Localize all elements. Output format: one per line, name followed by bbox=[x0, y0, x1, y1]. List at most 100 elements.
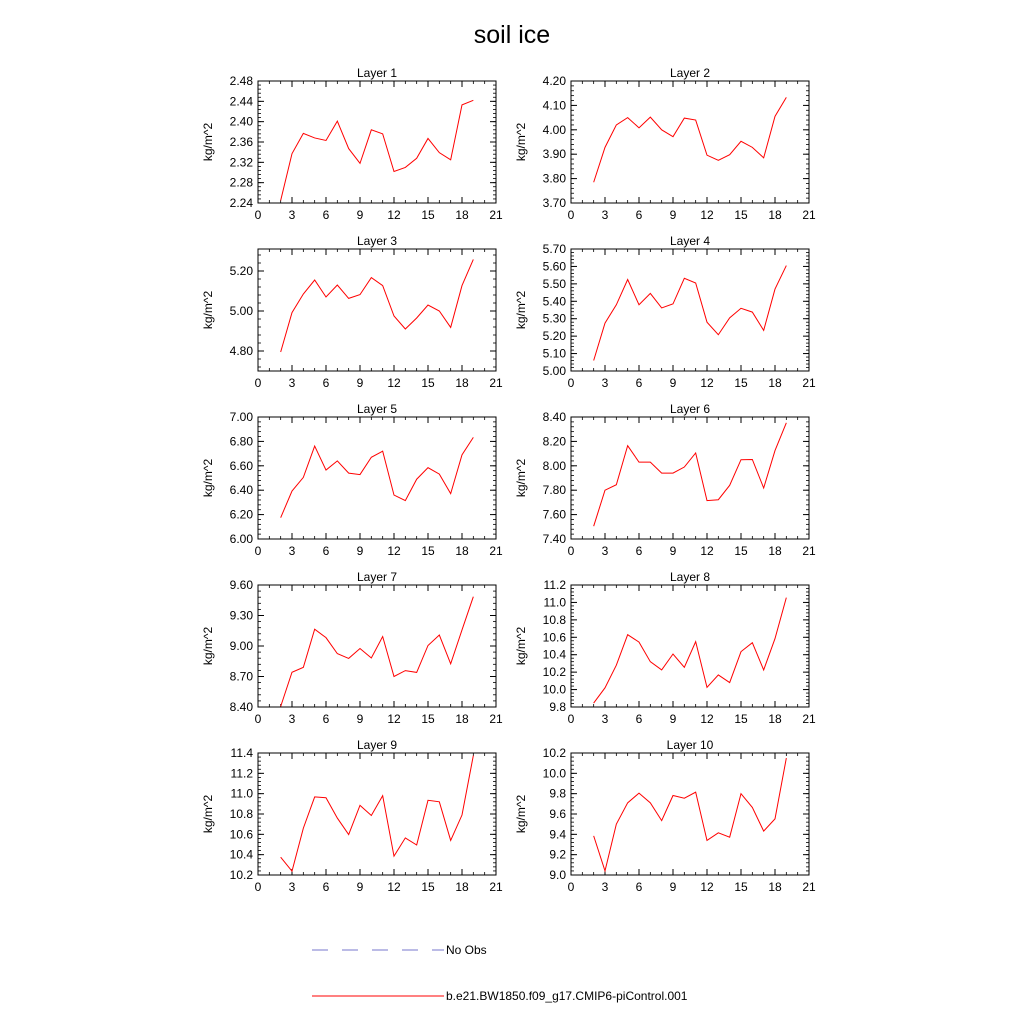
y-tick-label: 8.00 bbox=[543, 459, 567, 473]
x-tick-label: 21 bbox=[802, 208, 816, 222]
x-tick-label: 0 bbox=[255, 208, 262, 222]
y-tick-label: 2.36 bbox=[230, 135, 254, 149]
x-tick-label: 12 bbox=[700, 544, 714, 558]
x-tick-label: 15 bbox=[421, 544, 435, 558]
y-tick-label: 6.60 bbox=[230, 459, 254, 473]
series-line bbox=[593, 757, 787, 873]
y-tick-label: 4.80 bbox=[230, 344, 254, 358]
x-tick-label: 9 bbox=[357, 208, 364, 222]
panel-title: Layer 7 bbox=[357, 570, 397, 584]
x-tick-label: 12 bbox=[700, 712, 714, 726]
x-tick-label: 9 bbox=[670, 712, 677, 726]
y-tick-label: 2.40 bbox=[230, 115, 254, 129]
y-tick-label: 8.20 bbox=[543, 434, 567, 448]
x-tick-label: 3 bbox=[602, 712, 609, 726]
panel-title: Layer 10 bbox=[667, 738, 714, 752]
x-tick-label: 0 bbox=[255, 880, 262, 894]
y-tick-label: 2.48 bbox=[230, 74, 254, 88]
y-tick-label: 5.00 bbox=[230, 304, 254, 318]
x-tick-label: 3 bbox=[602, 544, 609, 558]
x-tick-label: 3 bbox=[602, 376, 609, 390]
y-axis-label: kg/m^2 bbox=[514, 291, 528, 330]
panel-title: Layer 8 bbox=[670, 570, 710, 584]
figure-title: soil ice bbox=[474, 21, 550, 49]
x-tick-label: 3 bbox=[289, 712, 296, 726]
y-tick-label: 8.40 bbox=[230, 700, 254, 714]
y-tick-label: 9.8 bbox=[549, 700, 566, 714]
y-tick-label: 4.10 bbox=[543, 98, 567, 112]
x-tick-label: 3 bbox=[602, 880, 609, 894]
chart-panel: Layer 3 kg/m^2 0 3 6 9 12 15 18 21 4.80 5.00 5.20 bbox=[201, 234, 503, 390]
series-line bbox=[280, 437, 474, 518]
x-tick-label: 9 bbox=[357, 376, 364, 390]
y-tick-label: 10.0 bbox=[543, 683, 567, 697]
x-tick-label: 0 bbox=[568, 712, 575, 726]
x-tick-label: 6 bbox=[323, 544, 330, 558]
y-tick-label: 9.00 bbox=[230, 639, 254, 653]
y-tick-label: 9.8 bbox=[549, 787, 566, 801]
y-tick-label: 7.40 bbox=[543, 532, 567, 546]
panel-grid: Layer 1 kg/m^2 0 3 6 9 12 15 18 21 2.24 2.28 2.32 2.3… bbox=[201, 66, 816, 894]
x-tick-label: 15 bbox=[421, 376, 435, 390]
plot-frame bbox=[570, 752, 810, 876]
x-tick-label: 0 bbox=[255, 544, 262, 558]
x-tick-label: 18 bbox=[455, 208, 469, 222]
x-tick-label: 6 bbox=[323, 712, 330, 726]
y-tick-label: 5.60 bbox=[543, 259, 567, 273]
y-tick-label: 4.20 bbox=[543, 74, 567, 88]
x-tick-label: 15 bbox=[734, 712, 748, 726]
x-tick-label: 0 bbox=[568, 544, 575, 558]
x-tick-label: 12 bbox=[700, 208, 714, 222]
x-tick-label: 3 bbox=[289, 880, 296, 894]
panel-title: Layer 6 bbox=[670, 402, 710, 416]
x-tick-label: 12 bbox=[387, 208, 401, 222]
plot-frame bbox=[570, 584, 810, 708]
y-tick-label: 5.20 bbox=[230, 264, 254, 278]
y-axis-label: kg/m^2 bbox=[201, 459, 215, 498]
y-tick-label: 6.00 bbox=[230, 532, 254, 546]
x-tick-label: 0 bbox=[255, 712, 262, 726]
x-tick-label: 21 bbox=[489, 376, 503, 390]
plot-frame bbox=[570, 80, 810, 204]
x-tick-label: 15 bbox=[421, 208, 435, 222]
y-tick-label: 11.0 bbox=[544, 595, 567, 609]
x-tick-label: 0 bbox=[568, 376, 575, 390]
x-tick-label: 0 bbox=[255, 376, 262, 390]
x-tick-label: 21 bbox=[802, 544, 816, 558]
legend-label-model: b.e21.BW1850.f09_g17.CMIP6-piControl.001 bbox=[446, 989, 688, 1003]
x-tick-label: 12 bbox=[700, 376, 714, 390]
x-tick-label: 6 bbox=[323, 880, 330, 894]
x-tick-label: 21 bbox=[489, 544, 503, 558]
x-tick-label: 15 bbox=[734, 208, 748, 222]
chart-panel: Layer 7 kg/m^2 0 3 6 9 12 15 18 21 8.40 8.70 9.00 9.3… bbox=[201, 570, 503, 726]
legend: No Obs b.e21.BW1850.f09_g17.CMIP6-piContr… bbox=[312, 943, 688, 1003]
x-tick-label: 9 bbox=[670, 208, 677, 222]
y-tick-label: 2.24 bbox=[230, 196, 254, 210]
x-tick-label: 9 bbox=[670, 880, 677, 894]
plot-frame bbox=[257, 584, 497, 708]
x-tick-label: 3 bbox=[602, 208, 609, 222]
series-line bbox=[280, 99, 474, 201]
chart-panel: Layer 9 kg/m^2 0 3 6 9 12 15 18 21 10.2 10.4 10.6 10.… bbox=[201, 738, 503, 894]
plot-frame bbox=[257, 752, 497, 876]
y-tick-label: 10.0 bbox=[543, 766, 567, 780]
y-tick-label: 7.80 bbox=[543, 483, 567, 497]
y-axis-label: kg/m^2 bbox=[514, 795, 528, 834]
panel-title: Layer 2 bbox=[670, 66, 710, 80]
y-tick-label: 5.00 bbox=[543, 364, 567, 378]
panel-title: Layer 4 bbox=[670, 234, 710, 248]
x-tick-label: 6 bbox=[636, 880, 643, 894]
chart-panel: Layer 2 kg/m^2 0 3 6 9 12 15 18 21 3.70 3.80 3.90 4.0… bbox=[514, 66, 816, 222]
y-tick-label: 11.0 bbox=[231, 787, 254, 801]
y-axis-label: kg/m^2 bbox=[514, 123, 528, 162]
y-tick-label: 10.8 bbox=[230, 807, 254, 821]
y-axis-label: kg/m^2 bbox=[201, 291, 215, 330]
y-tick-label: 10.2 bbox=[543, 665, 567, 679]
plot-frame bbox=[570, 416, 810, 540]
y-tick-label: 4.00 bbox=[543, 123, 567, 137]
x-tick-label: 9 bbox=[357, 544, 364, 558]
x-tick-label: 6 bbox=[636, 208, 643, 222]
chart-panel: Layer 6 kg/m^2 0 3 6 9 12 15 18 21 7.40 7.60 7.80 8.0… bbox=[514, 402, 816, 558]
x-tick-label: 18 bbox=[455, 376, 469, 390]
y-tick-label: 9.4 bbox=[549, 827, 566, 841]
